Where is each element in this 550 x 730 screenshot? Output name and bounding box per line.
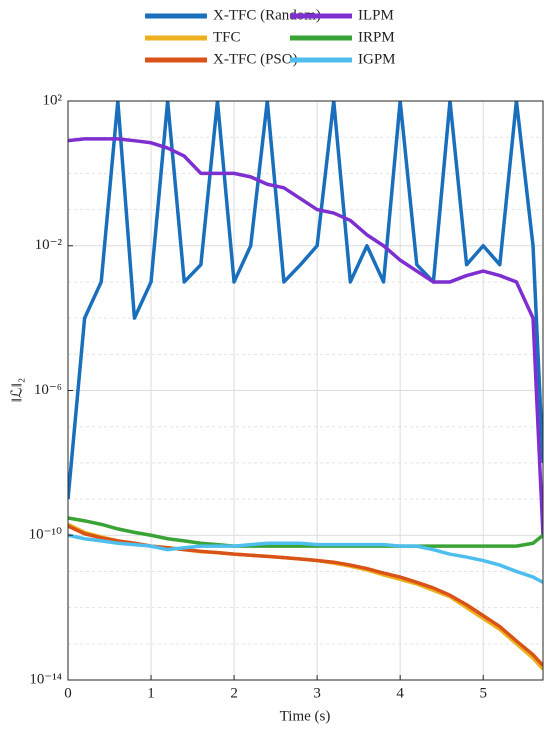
legend-label: IRPM — [358, 29, 395, 45]
x-axis-label: Time (s) — [280, 708, 331, 724]
legend-label: ILPM — [358, 7, 394, 23]
legend-label: TFC — [213, 29, 241, 45]
y-tick-label: 10⁻² — [35, 237, 63, 253]
y-tick-label: 10⁻¹⁴ — [29, 671, 62, 687]
legend-label: IGPM — [358, 51, 396, 67]
legend-label: X-TFC (PSO) — [213, 51, 298, 67]
lines — [68, 101, 543, 671]
y-axis-label: ‖ℒ‖₂ — [9, 378, 25, 402]
series-line — [68, 101, 543, 500]
series-line — [68, 516, 543, 548]
y-tick-label: 10⁻⁶ — [34, 382, 62, 398]
x-tick-label: 0 — [64, 685, 72, 701]
y-tick-label: 10² — [43, 92, 63, 108]
x-tick-label: 4 — [396, 685, 404, 701]
x-tick-label: 1 — [147, 685, 155, 701]
x-tick-label: 3 — [313, 685, 321, 701]
x-tick-label: 2 — [230, 685, 238, 701]
y-tick-label: 10⁻¹⁰ — [29, 527, 62, 543]
legend-label: X-TFC (Random) — [213, 7, 321, 23]
series-line — [68, 137, 543, 536]
series-line — [68, 533, 543, 584]
x-tick-label: 5 — [479, 685, 487, 701]
